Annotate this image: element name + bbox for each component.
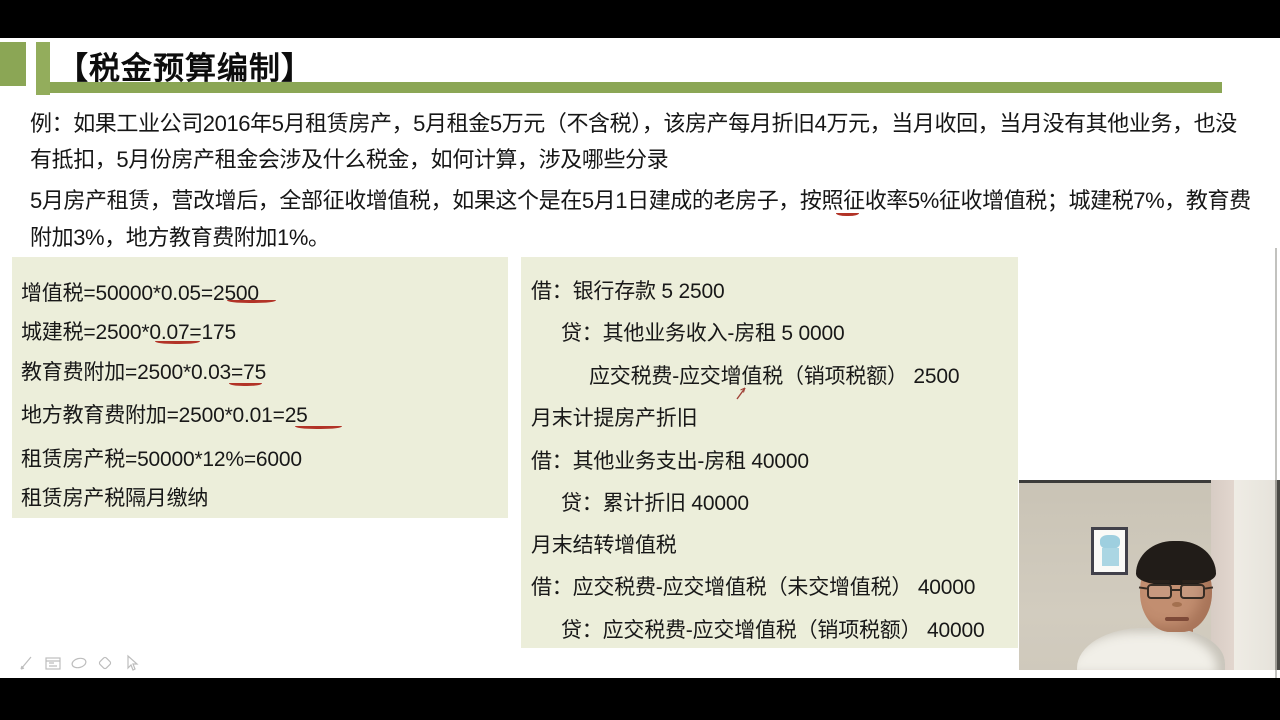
calc-line: 教育费附加=2500*0.03=75: [21, 361, 267, 384]
whiteboard-icon[interactable]: [42, 652, 63, 673]
calc-line: 租赁房产税隔月缴纳: [21, 487, 209, 510]
body-text-line: 附加3%，地方教育费附加1%。: [30, 225, 330, 250]
body-text-line: 有抵扣，5月份房产租金会涉及什么税金，如何计算，涉及哪些分录: [30, 147, 669, 172]
entry-line: 借：应交税费-应交增值税（未交增值税） 40000: [531, 576, 976, 599]
webcam-right-edge: [1277, 480, 1280, 670]
entry-line: 借：其他业务支出-房租 40000: [531, 450, 809, 473]
presenter-nose: [1172, 602, 1182, 607]
bottom-letterbox-bar: [0, 678, 1280, 720]
ellipse-icon[interactable]: [68, 652, 89, 673]
pointer-icon[interactable]: [120, 652, 141, 673]
red-underline-75: [229, 380, 262, 386]
right-edge-line: [1275, 248, 1277, 678]
body-text-line: 例：如果工业公司2016年5月租赁房产，5月租金5万元（不含税），该房产每月折旧…: [30, 111, 1237, 136]
top-letterbox-bar: [0, 0, 1280, 38]
entry-line: 贷：累计折旧 40000: [561, 492, 749, 515]
glasses-lens: [1147, 584, 1172, 599]
pen-icon[interactable]: [16, 652, 37, 673]
picture-art: [1100, 535, 1120, 549]
presenter-shirt: [1077, 628, 1225, 670]
red-underline-2500: [227, 297, 276, 303]
calc-line: 租赁房产税=50000*12%=6000: [21, 448, 302, 471]
red-underline-0.07: [155, 338, 200, 344]
entry-line: 月末结转增值税: [531, 534, 677, 557]
tax-calculation-box: 增值税=50000*0.05=2500 城建税=2500*0.07=175 教育…: [12, 257, 508, 518]
pen-cursor-icon: [736, 387, 746, 400]
picture-art: [1102, 548, 1119, 566]
presenter-eyebrow: [1149, 580, 1170, 583]
title-underline-bar: [50, 82, 1222, 93]
red-underline-5-percent: [836, 210, 859, 216]
entry-line: 贷：应交税费-应交增值税（销项税额） 40000: [561, 619, 985, 642]
entry-line: 贷：其他业务收入-房租 5 0000: [561, 322, 845, 345]
presenter-eyebrow: [1182, 580, 1203, 583]
glasses-bridge: [1172, 589, 1180, 591]
wall-column: [1234, 480, 1277, 670]
entry-line: 月末计提房产折旧: [531, 407, 698, 430]
annotation-toolbar: [16, 652, 141, 673]
calc-line: 地方教育费附加=2500*0.01=25: [21, 404, 308, 427]
slide-title: 【税金预算编制】: [57, 51, 313, 86]
calc-line: 城建税=2500*0.07=175: [21, 321, 236, 344]
title-accent-square: [0, 42, 26, 86]
presenter-hair: [1136, 541, 1216, 585]
body-text-line: 5月房产租赁，营改增后，全部征收增值税，如果这个是在5月1日建成的老房子，按照征…: [30, 188, 1251, 213]
journal-entries-box: 借：银行存款 5 2500 贷：其他业务收入-房租 5 0000 应交税费-应交…: [521, 257, 1018, 648]
curtain: [1211, 480, 1234, 670]
entry-line: 借：银行存款 5 2500: [531, 280, 725, 303]
calc-line: 增值税=50000*0.05=2500: [21, 282, 259, 305]
webcam-top-edge: [1019, 480, 1280, 483]
glasses-lens: [1180, 584, 1205, 599]
title-accent-stripe: [36, 42, 50, 95]
wall-picture-frame: [1091, 527, 1128, 575]
presenter-mouth: [1165, 617, 1189, 621]
webcam-video[interactable]: [1019, 480, 1280, 670]
entry-line: 应交税费-应交增值税（销项税额） 2500: [589, 365, 960, 388]
eraser-icon[interactable]: [94, 652, 115, 673]
red-underline-25: [295, 423, 342, 429]
